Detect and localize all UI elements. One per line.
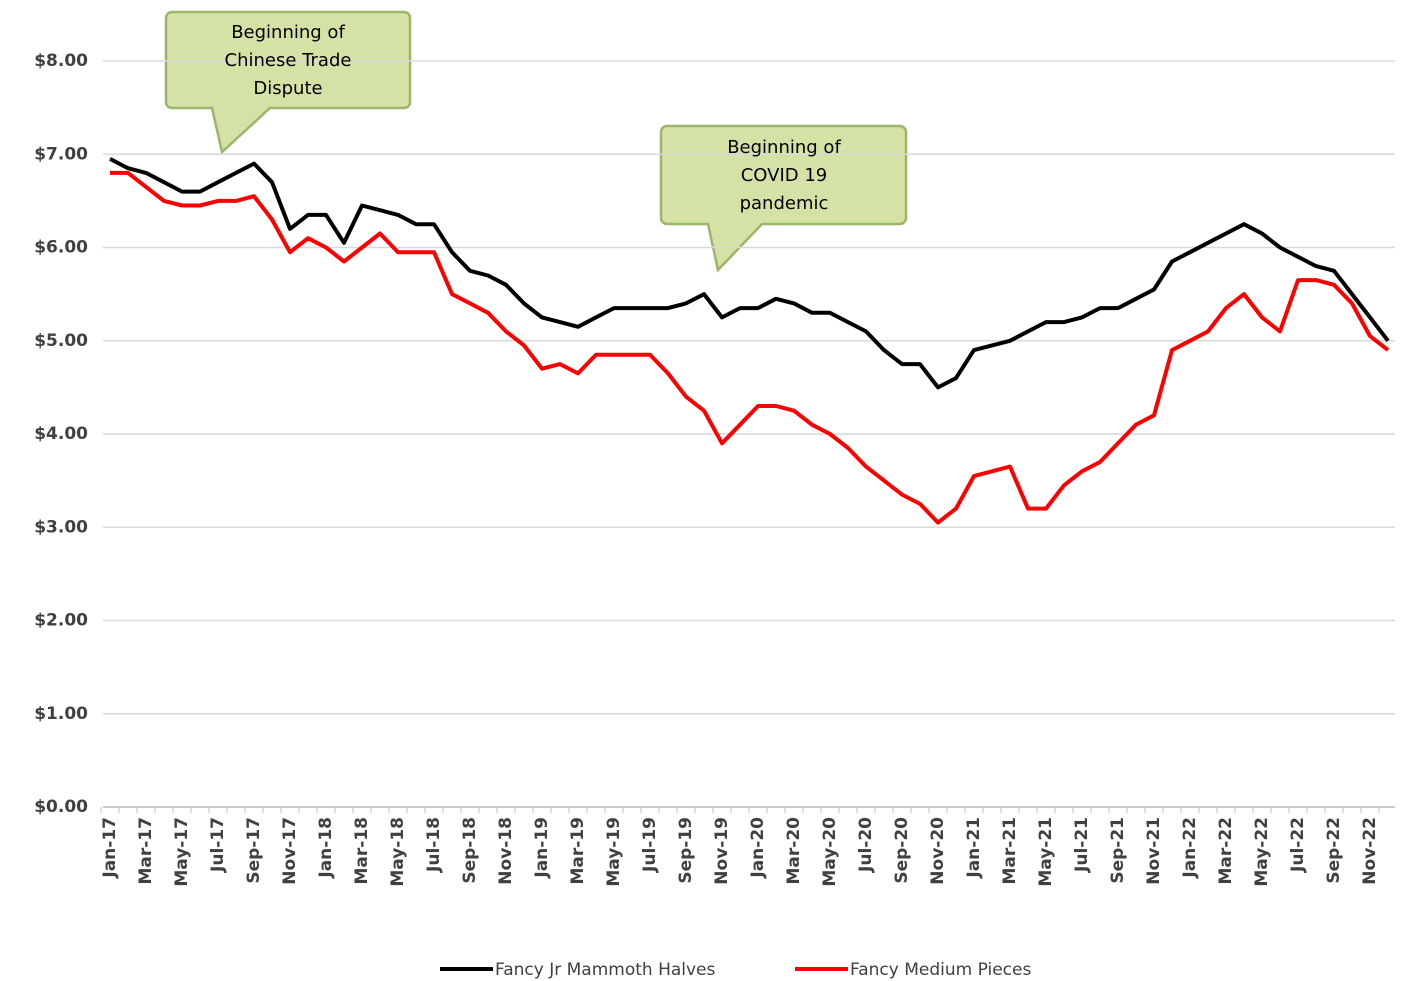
annotation-text: pandemic: [740, 193, 829, 214]
x-tick-label: May-19: [604, 817, 624, 887]
x-tick-label: May-18: [388, 817, 408, 887]
x-tick-label: Sep-17: [244, 817, 264, 884]
x-tick-label: Mar-22: [1216, 817, 1236, 885]
y-tick-label: $4.00: [34, 424, 88, 444]
x-tick-label: Jan-18: [316, 817, 336, 879]
x-tick-label: Jan-22: [1180, 817, 1200, 879]
y-tick-label: $3.00: [34, 517, 88, 537]
y-tick-label: $1.00: [34, 704, 88, 724]
x-tick-label: Nov-20: [928, 817, 948, 885]
x-tick-label: May-17: [172, 817, 192, 887]
annotation-text: COVID 19: [741, 165, 828, 186]
x-tick-label: Nov-22: [1360, 817, 1380, 885]
x-tick-label: Jul-17: [208, 817, 228, 873]
y-tick-label: $7.00: [34, 144, 88, 164]
y-tick-label: $0.00: [34, 797, 88, 817]
x-tick-label: Jul-21: [1072, 817, 1092, 873]
annotation-text: Beginning of: [727, 137, 841, 158]
x-tick-label: May-21: [1036, 817, 1056, 887]
x-tick-label: Nov-19: [712, 817, 732, 885]
annotation-text: Dispute: [253, 78, 322, 99]
x-tick-label: Nov-21: [1144, 817, 1164, 885]
x-tick-label: Jul-20: [856, 817, 876, 873]
x-tick-label: Jul-18: [424, 817, 444, 873]
y-tick-label: $6.00: [34, 238, 88, 258]
y-tick-label: $2.00: [34, 611, 88, 631]
x-tick-label: Jan-21: [964, 817, 984, 879]
annotation-text: Chinese Trade: [225, 50, 352, 71]
y-tick-label: $5.00: [34, 331, 88, 351]
x-tick-label: Nov-18: [496, 817, 516, 885]
x-tick-label: Jan-19: [532, 817, 552, 879]
x-tick-label: Nov-17: [280, 817, 300, 885]
x-tick-label: May-20: [820, 817, 840, 887]
callout-box: [164, 10, 412, 155]
x-tick-label: Jan-17: [100, 817, 120, 879]
x-tick-label: Jul-22: [1288, 817, 1308, 873]
x-tick-label: Mar-19: [568, 817, 588, 885]
x-tick-label: Sep-20: [892, 817, 912, 884]
legend-label: Fancy Jr Mammoth Halves: [495, 960, 716, 980]
x-tick-label: May-22: [1252, 817, 1272, 887]
x-tick-label: Sep-18: [460, 817, 480, 884]
legend-label: Fancy Medium Pieces: [850, 960, 1031, 980]
x-tick-label: Mar-21: [1000, 817, 1020, 885]
x-tick-label: Mar-18: [352, 817, 372, 885]
x-tick-label: Jan-20: [748, 817, 768, 879]
x-tick-label: Sep-21: [1108, 817, 1128, 884]
line-series: [110, 170, 1390, 525]
annotation-text: Beginning of: [231, 22, 345, 43]
x-tick-label: Jul-19: [640, 817, 660, 873]
x-tick-label: Sep-22: [1324, 817, 1344, 884]
x-tick-label: Mar-20: [784, 817, 804, 885]
line-series: [109, 157, 1390, 390]
x-tick-label: Mar-17: [136, 817, 156, 885]
x-tick-label: Sep-19: [676, 817, 696, 884]
y-tick-label: $8.00: [34, 51, 88, 71]
